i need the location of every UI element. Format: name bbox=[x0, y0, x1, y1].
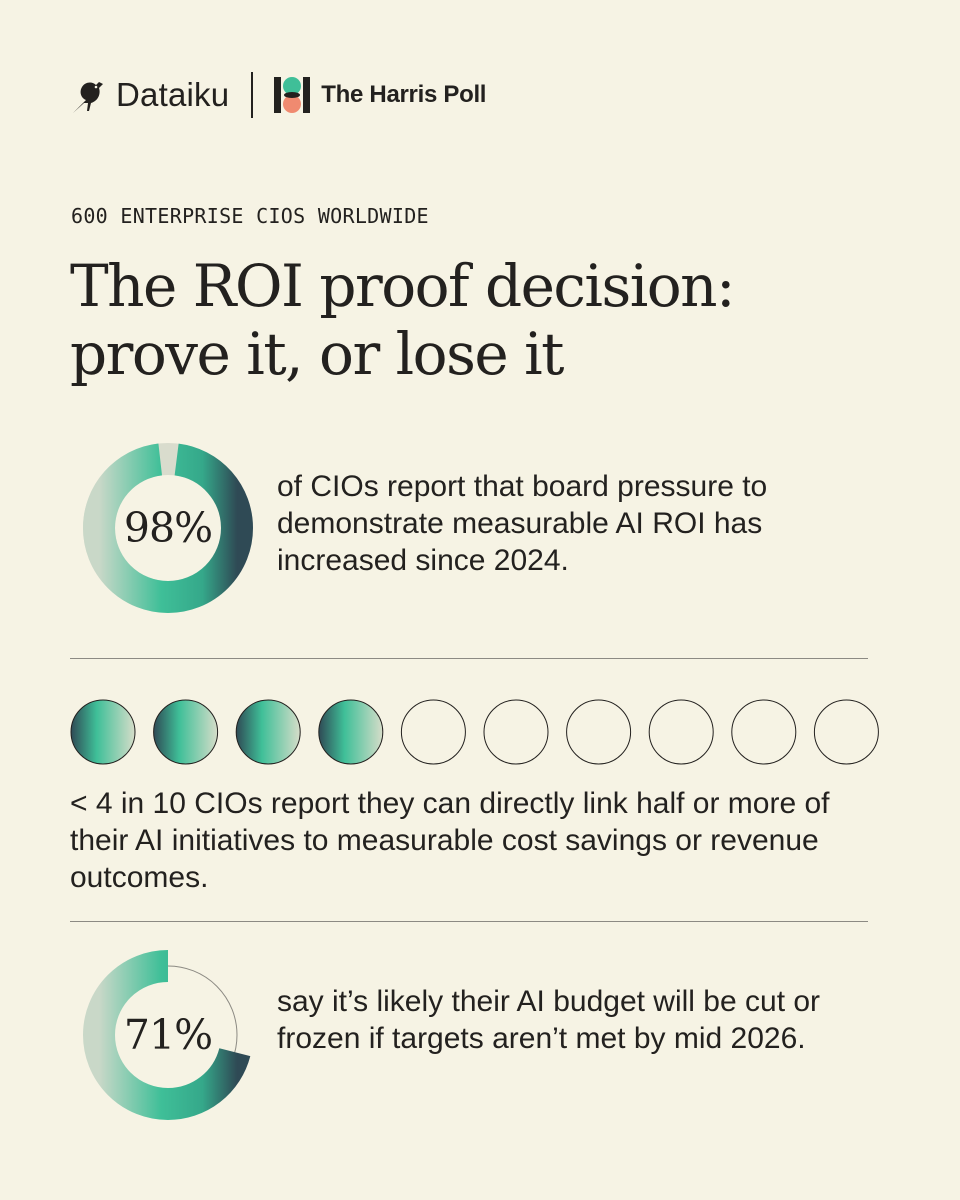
stat-value: 98% bbox=[123, 504, 213, 552]
dataiku-name: Dataiku bbox=[116, 76, 230, 113]
harris-name: The Harris Poll bbox=[321, 81, 487, 108]
donut-arc bbox=[83, 443, 253, 613]
eyebrow-label: 600 ENTERPRISE CIOS WORLDWIDE bbox=[71, 204, 429, 228]
page-title: The ROI proof decision: prove it, or los… bbox=[70, 252, 890, 388]
brand-header: Dataiku The Harris Poll bbox=[70, 70, 486, 120]
empty-circle bbox=[566, 699, 632, 765]
donut-chart-71: 71% bbox=[83, 950, 253, 1120]
divider bbox=[70, 658, 868, 659]
stat-description: say it’s likely their AI budget will be … bbox=[277, 985, 821, 1055]
title-line-2: prove it, or lose it bbox=[70, 320, 564, 388]
bird-icon bbox=[73, 82, 103, 113]
title-line-1: The ROI proof decision: bbox=[70, 252, 736, 320]
empty-circle bbox=[483, 699, 549, 765]
donut-arc bbox=[83, 950, 253, 1120]
empty-circle bbox=[813, 699, 879, 765]
empty-circle bbox=[731, 699, 797, 765]
stat-description: of CIOs report that board pressure to de… bbox=[277, 470, 768, 577]
filled-circle bbox=[235, 699, 301, 765]
donut-chart-98: 98% bbox=[83, 443, 253, 613]
empty-circle bbox=[648, 699, 714, 765]
circle-row-chart bbox=[70, 699, 882, 769]
stat-value: 71% bbox=[123, 1011, 213, 1059]
dataiku-brand: Dataiku bbox=[70, 73, 229, 117]
filled-circle bbox=[153, 699, 219, 765]
harris-brand: The Harris Poll bbox=[273, 76, 486, 114]
brand-divider bbox=[251, 72, 254, 118]
circle-row-svg bbox=[70, 699, 879, 765]
empty-circle bbox=[400, 699, 466, 765]
donut-ring bbox=[83, 950, 253, 1120]
donut-ring bbox=[83, 443, 253, 613]
harris-poll-logo-icon bbox=[274, 77, 311, 113]
filled-circle bbox=[318, 699, 384, 765]
stat-description: < 4 in 10 CIOs report they can directly … bbox=[70, 787, 830, 894]
divider bbox=[70, 921, 868, 922]
filled-circle bbox=[70, 699, 136, 765]
